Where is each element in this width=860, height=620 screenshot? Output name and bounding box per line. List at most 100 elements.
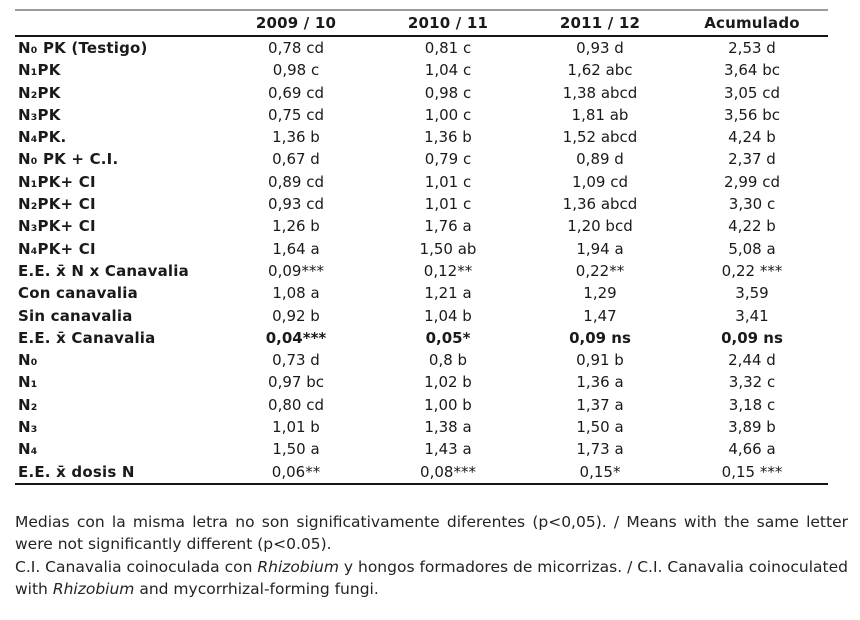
value-cell: 1,36 a <box>576 373 624 392</box>
value-cell: 1,50 ab <box>419 239 477 258</box>
row-label: E.E. x̄ N x Canavalia <box>18 261 189 280</box>
value-cell: 1,21 a <box>424 284 472 303</box>
row-label: E.E. x̄ Canavalia <box>18 328 156 347</box>
value-cell: 0,09*** <box>268 261 324 280</box>
table-header: 2009 / 10 2010 / 11 2011 / 12 Acumulado <box>15 10 828 37</box>
row-label: N₄PK. <box>18 128 67 147</box>
row-label: Con canavalia <box>18 284 138 303</box>
value-cell: 1,64 a <box>272 239 320 258</box>
value-cell: 0,05* <box>425 328 471 347</box>
value-cell: 0,09 ns <box>569 328 631 347</box>
value-cell: 3,41 <box>735 306 769 325</box>
table-row: N₀ PK + C.I. 0,67 d 0,79 c 0,89 d 2,37 d <box>15 148 828 170</box>
value-cell: 0,97 bc <box>268 373 324 392</box>
value-cell: 1,20 bcd <box>567 217 633 236</box>
value-cell: 0,80 cd <box>268 395 324 414</box>
value-cell: 1,62 abc <box>567 61 633 80</box>
value-cell: 0,67 d <box>272 150 320 169</box>
value-cell: 2,53 d <box>728 39 776 57</box>
row-label: N₂PK+ CI <box>18 195 96 214</box>
value-cell: 1,04 b <box>424 306 472 325</box>
value-cell: 1,47 <box>583 306 617 325</box>
value-cell: 0,98 c <box>424 83 472 102</box>
value-cell: 1,00 c <box>424 105 472 124</box>
row-label: N₁ <box>18 373 38 392</box>
value-cell: 2,99 cd <box>724 172 780 191</box>
value-cell: 4,22 b <box>728 217 776 236</box>
value-cell: 0,78 cd <box>268 39 324 57</box>
value-cell: 1,43 a <box>424 440 472 459</box>
value-cell: 1,29 <box>583 284 617 303</box>
value-cell: 0,22 *** <box>721 261 783 280</box>
value-cell: 0,15 *** <box>721 462 783 481</box>
value-cell: 0,04*** <box>265 328 327 347</box>
footnote-text: Medias con la misma letra no son signifi… <box>15 512 848 554</box>
table-row: N₃PK+ CI 1,26 b 1,76 a 1,20 bcd 4,22 b <box>15 215 828 237</box>
row-label: N₁PK <box>18 61 61 80</box>
header-cell: Acumulado <box>676 10 828 37</box>
footnote-paragraph: C.I. Canavalia coinoculada con Rhizobium… <box>15 556 848 601</box>
value-cell: 1,50 a <box>576 418 624 437</box>
footnote-italic-text: Rhizobium <box>52 580 135 599</box>
value-cell: 2,44 d <box>728 351 776 370</box>
value-cell: 0,89 cd <box>268 172 324 191</box>
value-cell: 5,08 a <box>728 239 776 258</box>
value-cell: 1,04 c <box>424 61 472 80</box>
value-cell: 0,89 d <box>576 150 624 169</box>
row-label: N₁PK+ CI <box>18 172 96 191</box>
footnote-text: and mycorrhizal-forming fungi. <box>134 580 379 599</box>
value-cell: 0,91 b <box>576 351 624 370</box>
value-cell: 1,02 b <box>424 373 472 392</box>
value-cell: 1,52 abcd <box>562 128 638 147</box>
value-cell: 1,36 b <box>424 128 472 147</box>
table-row: Sin canavalia 0,92 b 1,04 b 1,47 3,41 <box>15 305 828 327</box>
header-cell-empty <box>15 10 220 37</box>
value-cell: 0,79 c <box>424 150 472 169</box>
value-cell: 3,56 bc <box>724 105 780 124</box>
table-row: N₃PK 0,75 cd 1,00 c 1,81 ab 3,56 bc <box>15 104 828 126</box>
header-cell: 2010 / 11 <box>372 10 524 37</box>
row-label: N₂ <box>18 395 38 414</box>
value-cell: 3,89 b <box>728 418 776 437</box>
value-cell: 1,76 a <box>424 217 472 236</box>
table-row: N₃ 1,01 b 1,38 a 1,50 a 3,89 b <box>15 416 828 438</box>
value-cell: 1,38 a <box>424 418 472 437</box>
value-cell: 0,22** <box>575 261 625 280</box>
table-row: Con canavalia 1,08 a 1,21 a 1,29 3,59 <box>15 282 828 304</box>
table-row: N₂PK+ CI 0,93 cd 1,01 c 1,36 abcd 3,30 c <box>15 193 828 215</box>
value-cell: 1,73 a <box>576 440 624 459</box>
row-label: N₄ <box>18 440 38 459</box>
value-cell: 1,81 ab <box>571 105 629 124</box>
treatment-means-table: 2009 / 10 2010 / 11 2011 / 12 Acumulado N₀ … <box>15 9 828 485</box>
row-label: N₀ <box>18 351 38 370</box>
footnotes: Medias con la misma letra no son signifi… <box>15 511 848 601</box>
table-row: N₀ PK (Testigo) 0,78 cd 0,81 c 0,93 d 2,53 d <box>15 36 828 59</box>
footnote-text: C.I. Canavalia coinoculada con <box>15 557 258 576</box>
row-label: N₀ PK + C.I. <box>18 150 119 169</box>
value-cell: 1,36 b <box>272 128 320 147</box>
table-row: N₂ 0,80 cd 1,00 b 1,37 a 3,18 c <box>15 394 828 416</box>
value-cell: 1,50 a <box>272 440 320 459</box>
value-cell: 0,92 b <box>272 306 320 325</box>
value-cell: 1,01 c <box>424 195 472 214</box>
table-row: N₂PK 0,69 cd 0,98 c 1,38 abcd 3,05 cd <box>15 82 828 104</box>
value-cell: 1,01 c <box>424 172 472 191</box>
row-label: N₃PK+ CI <box>18 217 96 236</box>
value-cell: 0,75 cd <box>268 105 324 124</box>
table-row: E.E. x̄ dosis N 0,06** 0,08*** 0,15* 0,15 **… <box>15 461 828 484</box>
table-row: N₄PK. 1,36 b 1,36 b 1,52 abcd 4,24 b <box>15 126 828 148</box>
value-cell: 3,59 <box>735 284 769 303</box>
value-cell: 0,81 c <box>424 39 472 57</box>
table-row: N₀ 0,73 d 0,8 b 0,91 b 2,44 d <box>15 349 828 371</box>
document-page: 2009 / 10 2010 / 11 2011 / 12 Acumulado N₀ … <box>15 9 848 601</box>
table-row: N₄ 1,50 a 1,43 a 1,73 a 4,66 a <box>15 438 828 460</box>
value-cell: 3,64 bc <box>724 61 780 80</box>
value-cell: 3,30 c <box>728 195 776 214</box>
value-cell: 3,05 cd <box>724 83 780 102</box>
value-cell: 3,32 c <box>728 373 776 392</box>
value-cell: 1,38 abcd <box>562 83 638 102</box>
header-cell: 2011 / 12 <box>524 10 676 37</box>
value-cell: 0,8 b <box>428 351 468 370</box>
value-cell: 0,73 d <box>272 351 320 370</box>
row-label: N₃ <box>18 418 38 437</box>
